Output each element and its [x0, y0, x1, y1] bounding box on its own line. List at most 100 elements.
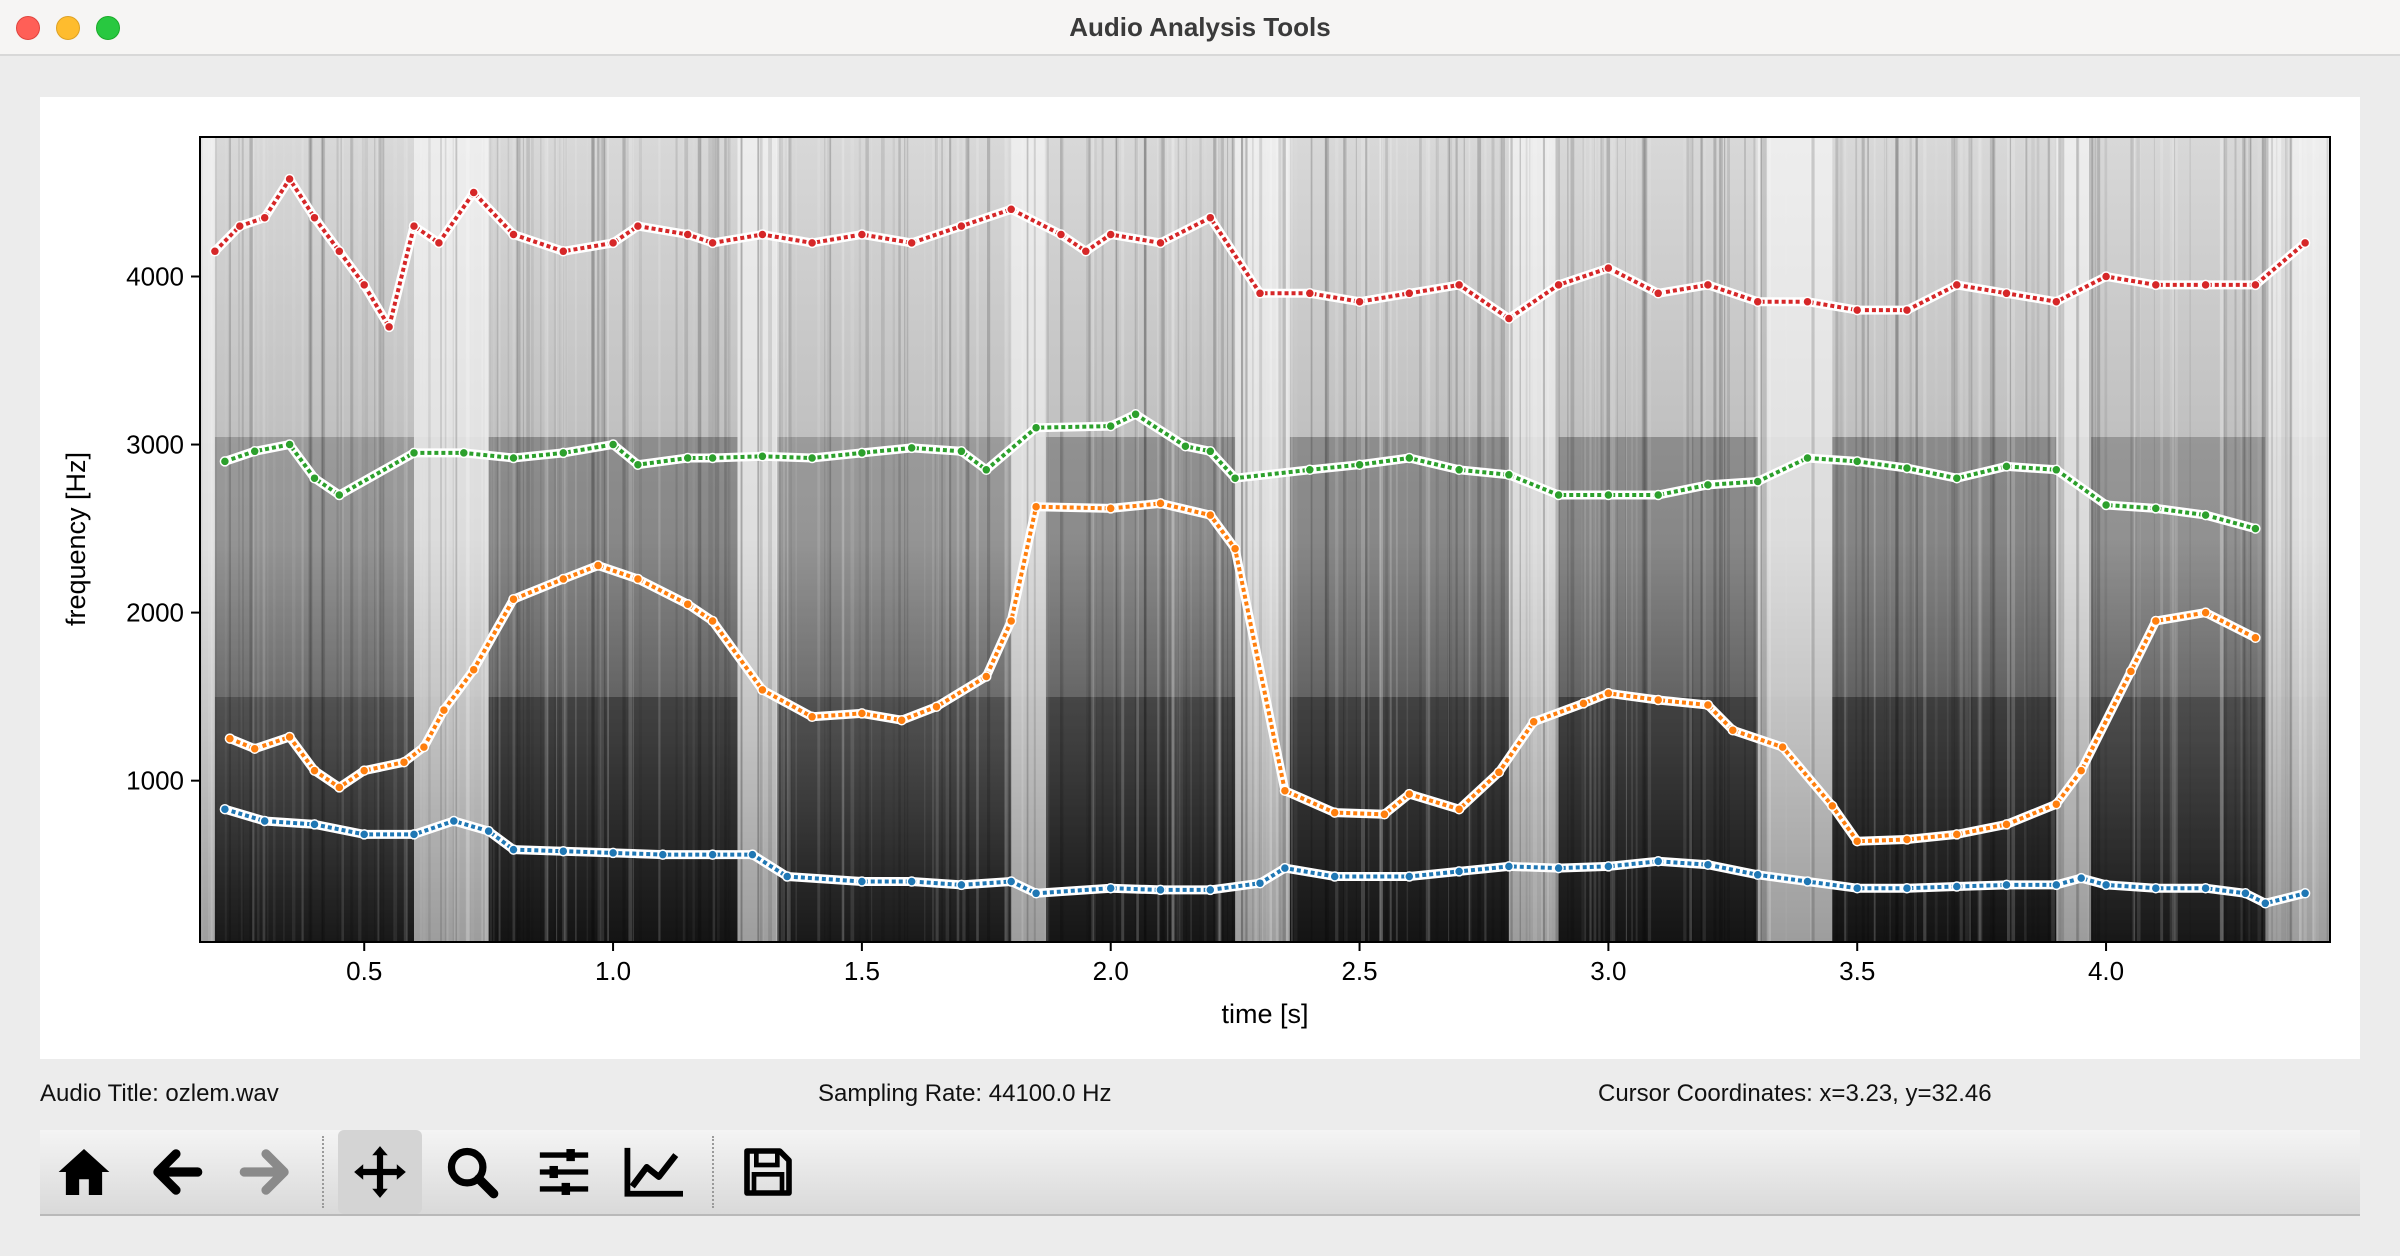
- data-point: [1951, 829, 1963, 840]
- axes-frame: [199, 136, 2331, 943]
- data-point: [1802, 876, 1813, 887]
- data-point: [1503, 313, 1515, 324]
- data-point: [334, 489, 345, 501]
- formant-series-1: [219, 803, 2311, 909]
- data-point: [607, 847, 619, 859]
- data-point: [1702, 699, 1714, 711]
- data-point: [1702, 279, 1714, 291]
- move-icon: [354, 1146, 406, 1198]
- data-point: [259, 212, 270, 223]
- y-tick-label: 2000: [126, 598, 184, 628]
- zoom-window-button[interactable]: [96, 16, 120, 40]
- data-point: [2150, 882, 2162, 894]
- data-point: [1080, 246, 1092, 257]
- close-window-button[interactable]: [16, 16, 40, 40]
- data-point: [383, 321, 395, 333]
- data-point: [1205, 884, 1216, 896]
- edit-axis-button[interactable]: [612, 1130, 696, 1214]
- data-point: [358, 829, 370, 840]
- data-point: [458, 447, 470, 459]
- data-point: [806, 237, 818, 249]
- forward-button[interactable]: [224, 1130, 308, 1214]
- cursor-coordinates-label: Cursor Coordinates: x=3.23, y=32.46: [1598, 1080, 1992, 1107]
- data-point: [2150, 615, 2162, 627]
- data-point: [1105, 503, 1116, 514]
- magnifier-icon: [447, 1147, 499, 1199]
- data-point: [1901, 882, 1913, 894]
- data-point: [508, 593, 519, 605]
- data-point: [219, 456, 231, 467]
- data-point: [981, 464, 992, 476]
- data-point: [632, 220, 644, 232]
- data-point: [757, 684, 768, 696]
- data-point: [508, 844, 519, 855]
- data-point: [1404, 788, 1415, 800]
- data-point: [657, 849, 669, 860]
- save-button[interactable]: [726, 1130, 810, 1214]
- formant-track-line: [229, 501, 2257, 844]
- data-point: [558, 845, 569, 857]
- data-point: [707, 452, 718, 464]
- data-point: [632, 573, 644, 585]
- toolbar-separator: [322, 1136, 324, 1208]
- data-point: [1105, 229, 1116, 240]
- data-point: [1553, 862, 1564, 874]
- data-point: [1827, 800, 1838, 812]
- sampling-rate-label: Sampling Rate: 44100.0 Hz: [818, 1080, 1112, 1107]
- data-point: [448, 815, 460, 827]
- data-point: [433, 237, 445, 249]
- data-point: [1254, 877, 1266, 889]
- data-point: [408, 829, 420, 840]
- data-point: [856, 447, 868, 459]
- data-point: [508, 452, 519, 464]
- data-point: [284, 439, 295, 450]
- data-point: [781, 871, 793, 882]
- data-point: [1453, 866, 1465, 877]
- window-title: Audio Analysis Tools: [1069, 12, 1331, 42]
- x-axis-label: time [s]: [1221, 999, 1308, 1029]
- toolbar-separator: [712, 1136, 714, 1208]
- pan-button[interactable]: [338, 1130, 422, 1214]
- subplots-button[interactable]: [522, 1130, 606, 1214]
- data-point: [1553, 489, 1564, 501]
- data-point: [2051, 798, 2062, 810]
- data-point: [1229, 543, 1241, 554]
- data-point: [682, 452, 693, 464]
- data-point: [2075, 872, 2087, 884]
- data-point: [1229, 472, 1241, 484]
- data-point: [1652, 489, 1664, 501]
- data-point: [334, 246, 345, 257]
- figure-canvas[interactable]: 0.5 1.0 1.5 2.0 2.5 3.0 3.5 4.0 1000 2000 3000 4000…: [40, 97, 2360, 1059]
- data-point: [1279, 862, 1291, 874]
- zoom-button[interactable]: [430, 1130, 514, 1214]
- home-icon: [58, 1149, 110, 1195]
- formant-track-line: [224, 807, 2306, 906]
- data-point: [1055, 229, 1067, 240]
- data-point: [856, 876, 868, 887]
- back-button[interactable]: [134, 1130, 218, 1214]
- data-point: [2001, 819, 2012, 830]
- x-tick-label: 4.0: [2088, 956, 2124, 986]
- data-point: [1851, 304, 1863, 316]
- data-point: [757, 229, 768, 240]
- data-point: [1354, 296, 1365, 307]
- formant-series-2: [224, 498, 2261, 847]
- minimize-window-button[interactable]: [56, 16, 80, 40]
- data-point: [234, 220, 246, 232]
- data-point: [1851, 882, 1863, 894]
- home-button[interactable]: [42, 1130, 126, 1214]
- data-point: [1155, 237, 1166, 249]
- data-point: [358, 279, 370, 291]
- data-point: [1553, 279, 1564, 291]
- data-point: [1727, 724, 1739, 736]
- data-point: [1702, 859, 1714, 870]
- data-point: [1901, 462, 1913, 474]
- data-point: [1304, 288, 1316, 299]
- data-point: [2200, 279, 2211, 291]
- spectrogram-plot[interactable]: 0.5 1.0 1.5 2.0 2.5 3.0 3.5 4.0 1000 2000 3000 4000…: [40, 97, 2360, 1059]
- data-point: [2001, 288, 2012, 299]
- data-point: [2250, 279, 2261, 291]
- data-point: [558, 246, 569, 257]
- data-point: [1030, 422, 1042, 433]
- data-point: [806, 452, 818, 464]
